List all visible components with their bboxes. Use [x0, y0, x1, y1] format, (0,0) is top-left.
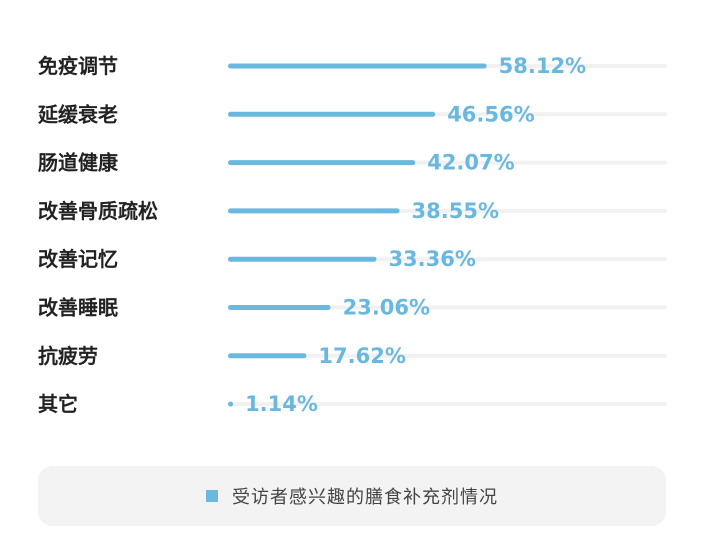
category-label: 其它 [38, 392, 78, 416]
bar-track [228, 305, 667, 310]
value-label: 42.07% [427, 151, 514, 175]
legend: 受访者感兴趣的膳食补充剂情况 [38, 466, 666, 526]
category-label: 免疫调节 [38, 54, 118, 78]
bar [228, 63, 487, 69]
bar [228, 305, 331, 310]
bar [228, 401, 234, 407]
bar-track [228, 402, 667, 407]
bar [228, 208, 400, 214]
bar [228, 160, 416, 166]
category-label: 改善睡眠 [38, 296, 118, 320]
value-label: 58.12% [499, 54, 586, 78]
category-label: 改善记忆 [38, 247, 118, 271]
category-label: 延缓衰老 [37, 102, 118, 126]
category-label: 抗疲劳 [38, 344, 98, 368]
bar-chart: 免疫调节 58.12% 延缓衰老 46.56% 肠道健康 42.07% 改善骨质疏松 38.5… [37, 54, 667, 416]
bar [228, 353, 307, 359]
value-label: 33.36% [388, 247, 475, 271]
legend-swatch [206, 490, 218, 502]
value-label: 38.55% [412, 199, 499, 223]
value-label: 17.62% [318, 344, 405, 368]
category-label: 改善骨质疏松 [38, 199, 158, 223]
bar [228, 256, 377, 262]
legend-label: 受访者感兴趣的膳食补充剂情况 [232, 487, 498, 508]
value-label: 46.56% [447, 102, 534, 126]
bar [228, 111, 436, 117]
value-label: 23.06% [343, 296, 430, 320]
bar-track [228, 353, 667, 358]
category-label: 肠道健康 [38, 151, 119, 175]
value-label: 1.14% [245, 392, 318, 416]
